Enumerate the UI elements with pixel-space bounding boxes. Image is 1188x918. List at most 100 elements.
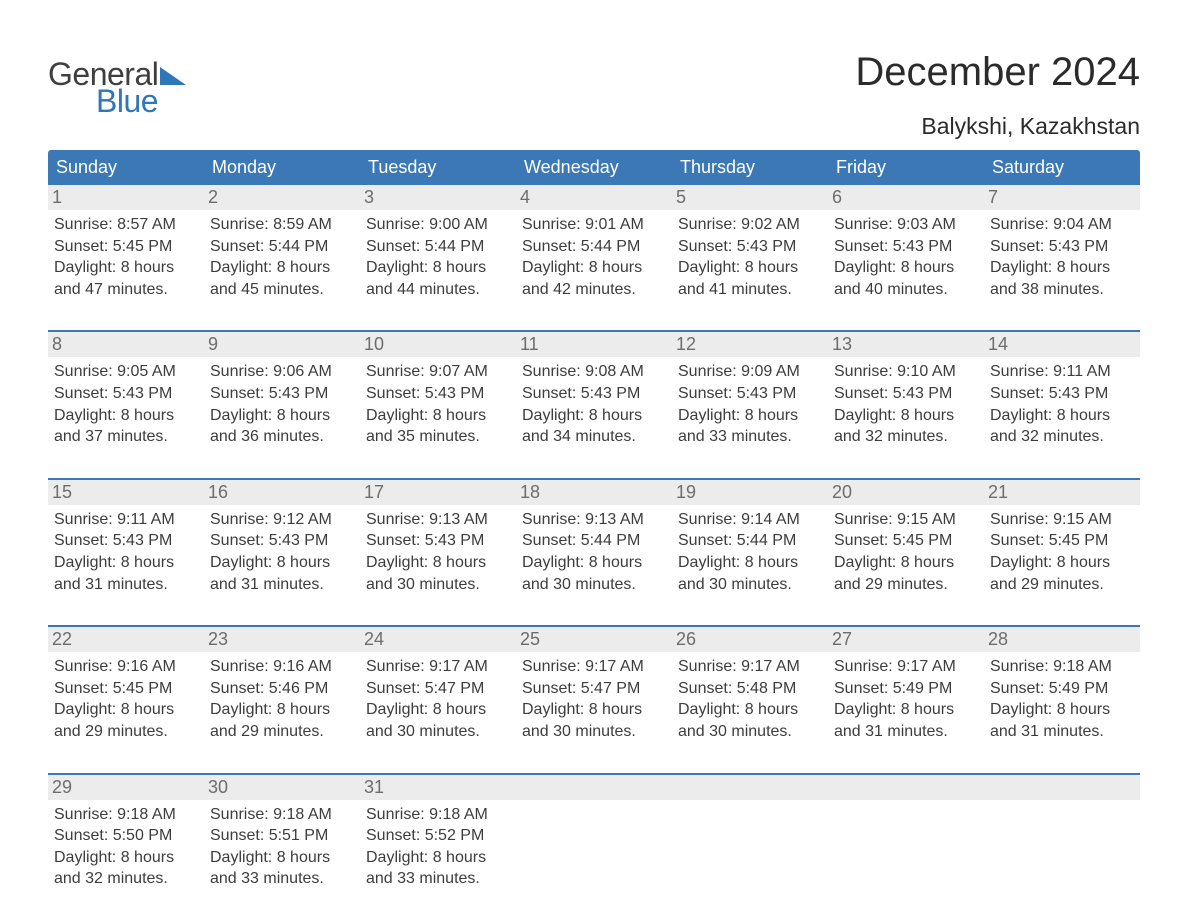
day-cell: 12 Sunrise: 9:09 AMSunset: 5:43 PMDayligh…	[672, 332, 828, 457]
day-number-empty	[828, 775, 984, 800]
day-cell: 14Sunrise: 9:11 AMSunset: 5:43 PMDayligh…	[984, 332, 1140, 457]
day-cell: 11 Sunrise: 9:08 AMSunset: 5:43 PMDayligh…	[516, 332, 672, 457]
day-cell: 18 Sunrise: 9:13 AMSunset: 5:44 PMDayligh…	[516, 480, 672, 605]
day-details: Sunrise: 9:08 AMSunset: 5:43 PMDaylight:…	[522, 361, 666, 447]
day-cell: 31Sunrise: 9:18 AMSunset: 5:52 PMDayligh…	[360, 775, 516, 900]
day-cell: 15 Sunrise: 9:11 AMSunset: 5:43 PMDayligh…	[48, 480, 204, 605]
day-number: 26	[672, 627, 828, 652]
week-spacer	[48, 458, 1140, 478]
day-details: Sunrise: 9:17 AMSunset: 5:47 PMDaylight:…	[522, 656, 666, 742]
day-cell: 7 Sunrise: 9:04 AMSunset: 5:43 PMDaylight…	[984, 185, 1140, 310]
week-spacer	[48, 753, 1140, 773]
day-cell: 13Sunrise: 9:10 AMSunset: 5:43 PMDayligh…	[828, 332, 984, 457]
day-details: Sunrise: 9:10 AMSunset: 5:43 PMDaylight:…	[834, 361, 978, 447]
logo-triangle-icon	[160, 67, 186, 85]
day-details: Sunrise: 9:04 AMSunset: 5:43 PMDaylight:…	[990, 214, 1134, 300]
day-number: 15	[48, 480, 204, 505]
day-number-empty	[672, 775, 828, 800]
dow-friday: Friday	[828, 150, 984, 185]
day-cell: 19Sunrise: 9:14 AMSunset: 5:44 PMDayligh…	[672, 480, 828, 605]
day-details: Sunrise: 9:01 AMSunset: 5:44 PMDaylight:…	[522, 214, 666, 300]
day-cell: 17 Sunrise: 9:13 AMSunset: 5:43 PMDayligh…	[360, 480, 516, 605]
day-cell: 4 Sunrise: 9:01 AMSunset: 5:44 PMDaylight…	[516, 185, 672, 310]
day-details: Sunrise: 9:11 AMSunset: 5:43 PMDaylight:…	[54, 509, 198, 595]
day-number: 11	[516, 332, 672, 357]
day-cell: 1Sunrise: 8:57 AMSunset: 5:45 PMDaylight…	[48, 185, 204, 310]
day-details: Sunrise: 9:17 AMSunset: 5:49 PMDaylight:…	[834, 656, 978, 742]
day-details: Sunrise: 9:07 AMSunset: 5:43 PMDaylight:…	[366, 361, 510, 447]
day-number: 7	[984, 185, 1140, 210]
day-cell: 22Sunrise: 9:16 AMSunset: 5:45 PMDayligh…	[48, 627, 204, 752]
day-cell: 25 Sunrise: 9:17 AMSunset: 5:47 PMDayligh…	[516, 627, 672, 752]
week-row: 8 Sunrise: 9:05 AMSunset: 5:43 PMDaylight…	[48, 330, 1140, 457]
title-block: December 2024 Balykshi, Kazakhstan	[855, 50, 1140, 140]
day-details: Sunrise: 9:02 AMSunset: 5:43 PMDaylight:…	[678, 214, 822, 300]
day-number: 3	[360, 185, 516, 210]
day-number: 12	[672, 332, 828, 357]
day-number: 6	[828, 185, 984, 210]
week-spacer	[48, 310, 1140, 330]
logo-word2: Blue	[96, 83, 158, 120]
week-row: 15 Sunrise: 9:11 AMSunset: 5:43 PMDayligh…	[48, 478, 1140, 605]
day-number: 18	[516, 480, 672, 505]
day-cell: 26 Sunrise: 9:17 AMSunset: 5:48 PMDayligh…	[672, 627, 828, 752]
day-cell: 10Sunrise: 9:07 AMSunset: 5:43 PMDayligh…	[360, 332, 516, 457]
day-details: Sunrise: 9:05 AMSunset: 5:43 PMDaylight:…	[54, 361, 198, 447]
day-cell: 24 Sunrise: 9:17 AMSunset: 5:47 PMDayligh…	[360, 627, 516, 752]
day-details: Sunrise: 9:13 AMSunset: 5:44 PMDaylight:…	[522, 509, 666, 595]
day-details: Sunrise: 9:09 AMSunset: 5:43 PMDaylight:…	[678, 361, 822, 447]
day-cell	[984, 775, 1140, 900]
day-number: 30	[204, 775, 360, 800]
dow-tuesday: Tuesday	[360, 150, 516, 185]
dow-monday: Monday	[204, 150, 360, 185]
day-cell: 9Sunrise: 9:06 AMSunset: 5:43 PMDaylight…	[204, 332, 360, 457]
week-spacer	[48, 605, 1140, 625]
day-number: 24	[360, 627, 516, 652]
day-cell: 30 Sunrise: 9:18 AMSunset: 5:51 PMDayligh…	[204, 775, 360, 900]
day-number: 8	[48, 332, 204, 357]
day-number: 4	[516, 185, 672, 210]
day-cell	[672, 775, 828, 900]
day-cell: 16Sunrise: 9:12 AMSunset: 5:43 PMDayligh…	[204, 480, 360, 605]
logo: General Blue	[48, 56, 186, 120]
day-details: Sunrise: 8:57 AMSunset: 5:45 PMDaylight:…	[54, 214, 198, 300]
day-details: Sunrise: 9:17 AMSunset: 5:48 PMDaylight:…	[678, 656, 822, 742]
day-details: Sunrise: 9:11 AMSunset: 5:43 PMDaylight:…	[990, 361, 1134, 447]
day-number: 28	[984, 627, 1140, 652]
day-number: 21	[984, 480, 1140, 505]
day-cell: 27Sunrise: 9:17 AMSunset: 5:49 PMDayligh…	[828, 627, 984, 752]
day-cell: 8 Sunrise: 9:05 AMSunset: 5:43 PMDaylight…	[48, 332, 204, 457]
day-number: 25	[516, 627, 672, 652]
day-number: 31	[360, 775, 516, 800]
day-cell: 20Sunrise: 9:15 AMSunset: 5:45 PMDayligh…	[828, 480, 984, 605]
calendar: Sunday Monday Tuesday Wednesday Thursday…	[48, 150, 1140, 900]
dow-wednesday: Wednesday	[516, 150, 672, 185]
day-number: 23	[204, 627, 360, 652]
day-number: 20	[828, 480, 984, 505]
day-details: Sunrise: 9:13 AMSunset: 5:43 PMDaylight:…	[366, 509, 510, 595]
day-cell: 29 Sunrise: 9:18 AMSunset: 5:50 PMDayligh…	[48, 775, 204, 900]
day-cell: 3Sunrise: 9:00 AMSunset: 5:44 PMDaylight…	[360, 185, 516, 310]
day-number: 2	[204, 185, 360, 210]
day-number: 19	[672, 480, 828, 505]
header: General Blue December 2024 Balykshi, Kaz…	[48, 20, 1140, 140]
week-row: 1Sunrise: 8:57 AMSunset: 5:45 PMDaylight…	[48, 185, 1140, 310]
day-number-empty	[984, 775, 1140, 800]
day-cell	[828, 775, 984, 900]
day-number: 29	[48, 775, 204, 800]
day-cell: 2 Sunrise: 8:59 AMSunset: 5:44 PMDaylight…	[204, 185, 360, 310]
day-number: 17	[360, 480, 516, 505]
day-details: Sunrise: 9:15 AMSunset: 5:45 PMDaylight:…	[990, 509, 1134, 595]
day-details: Sunrise: 8:59 AMSunset: 5:44 PMDaylight:…	[210, 214, 354, 300]
day-details: Sunrise: 9:16 AMSunset: 5:46 PMDaylight:…	[210, 656, 354, 742]
day-cell	[516, 775, 672, 900]
day-details: Sunrise: 9:18 AMSunset: 5:51 PMDaylight:…	[210, 804, 354, 890]
day-cell: 28Sunrise: 9:18 AMSunset: 5:49 PMDayligh…	[984, 627, 1140, 752]
week-row: 29 Sunrise: 9:18 AMSunset: 5:50 PMDayligh…	[48, 773, 1140, 900]
day-number: 9	[204, 332, 360, 357]
day-cell: 5Sunrise: 9:02 AMSunset: 5:43 PMDaylight…	[672, 185, 828, 310]
day-number: 16	[204, 480, 360, 505]
day-details: Sunrise: 9:17 AMSunset: 5:47 PMDaylight:…	[366, 656, 510, 742]
day-cell: 23 Sunrise: 9:16 AMSunset: 5:46 PMDayligh…	[204, 627, 360, 752]
day-details: Sunrise: 9:18 AMSunset: 5:50 PMDaylight:…	[54, 804, 198, 890]
